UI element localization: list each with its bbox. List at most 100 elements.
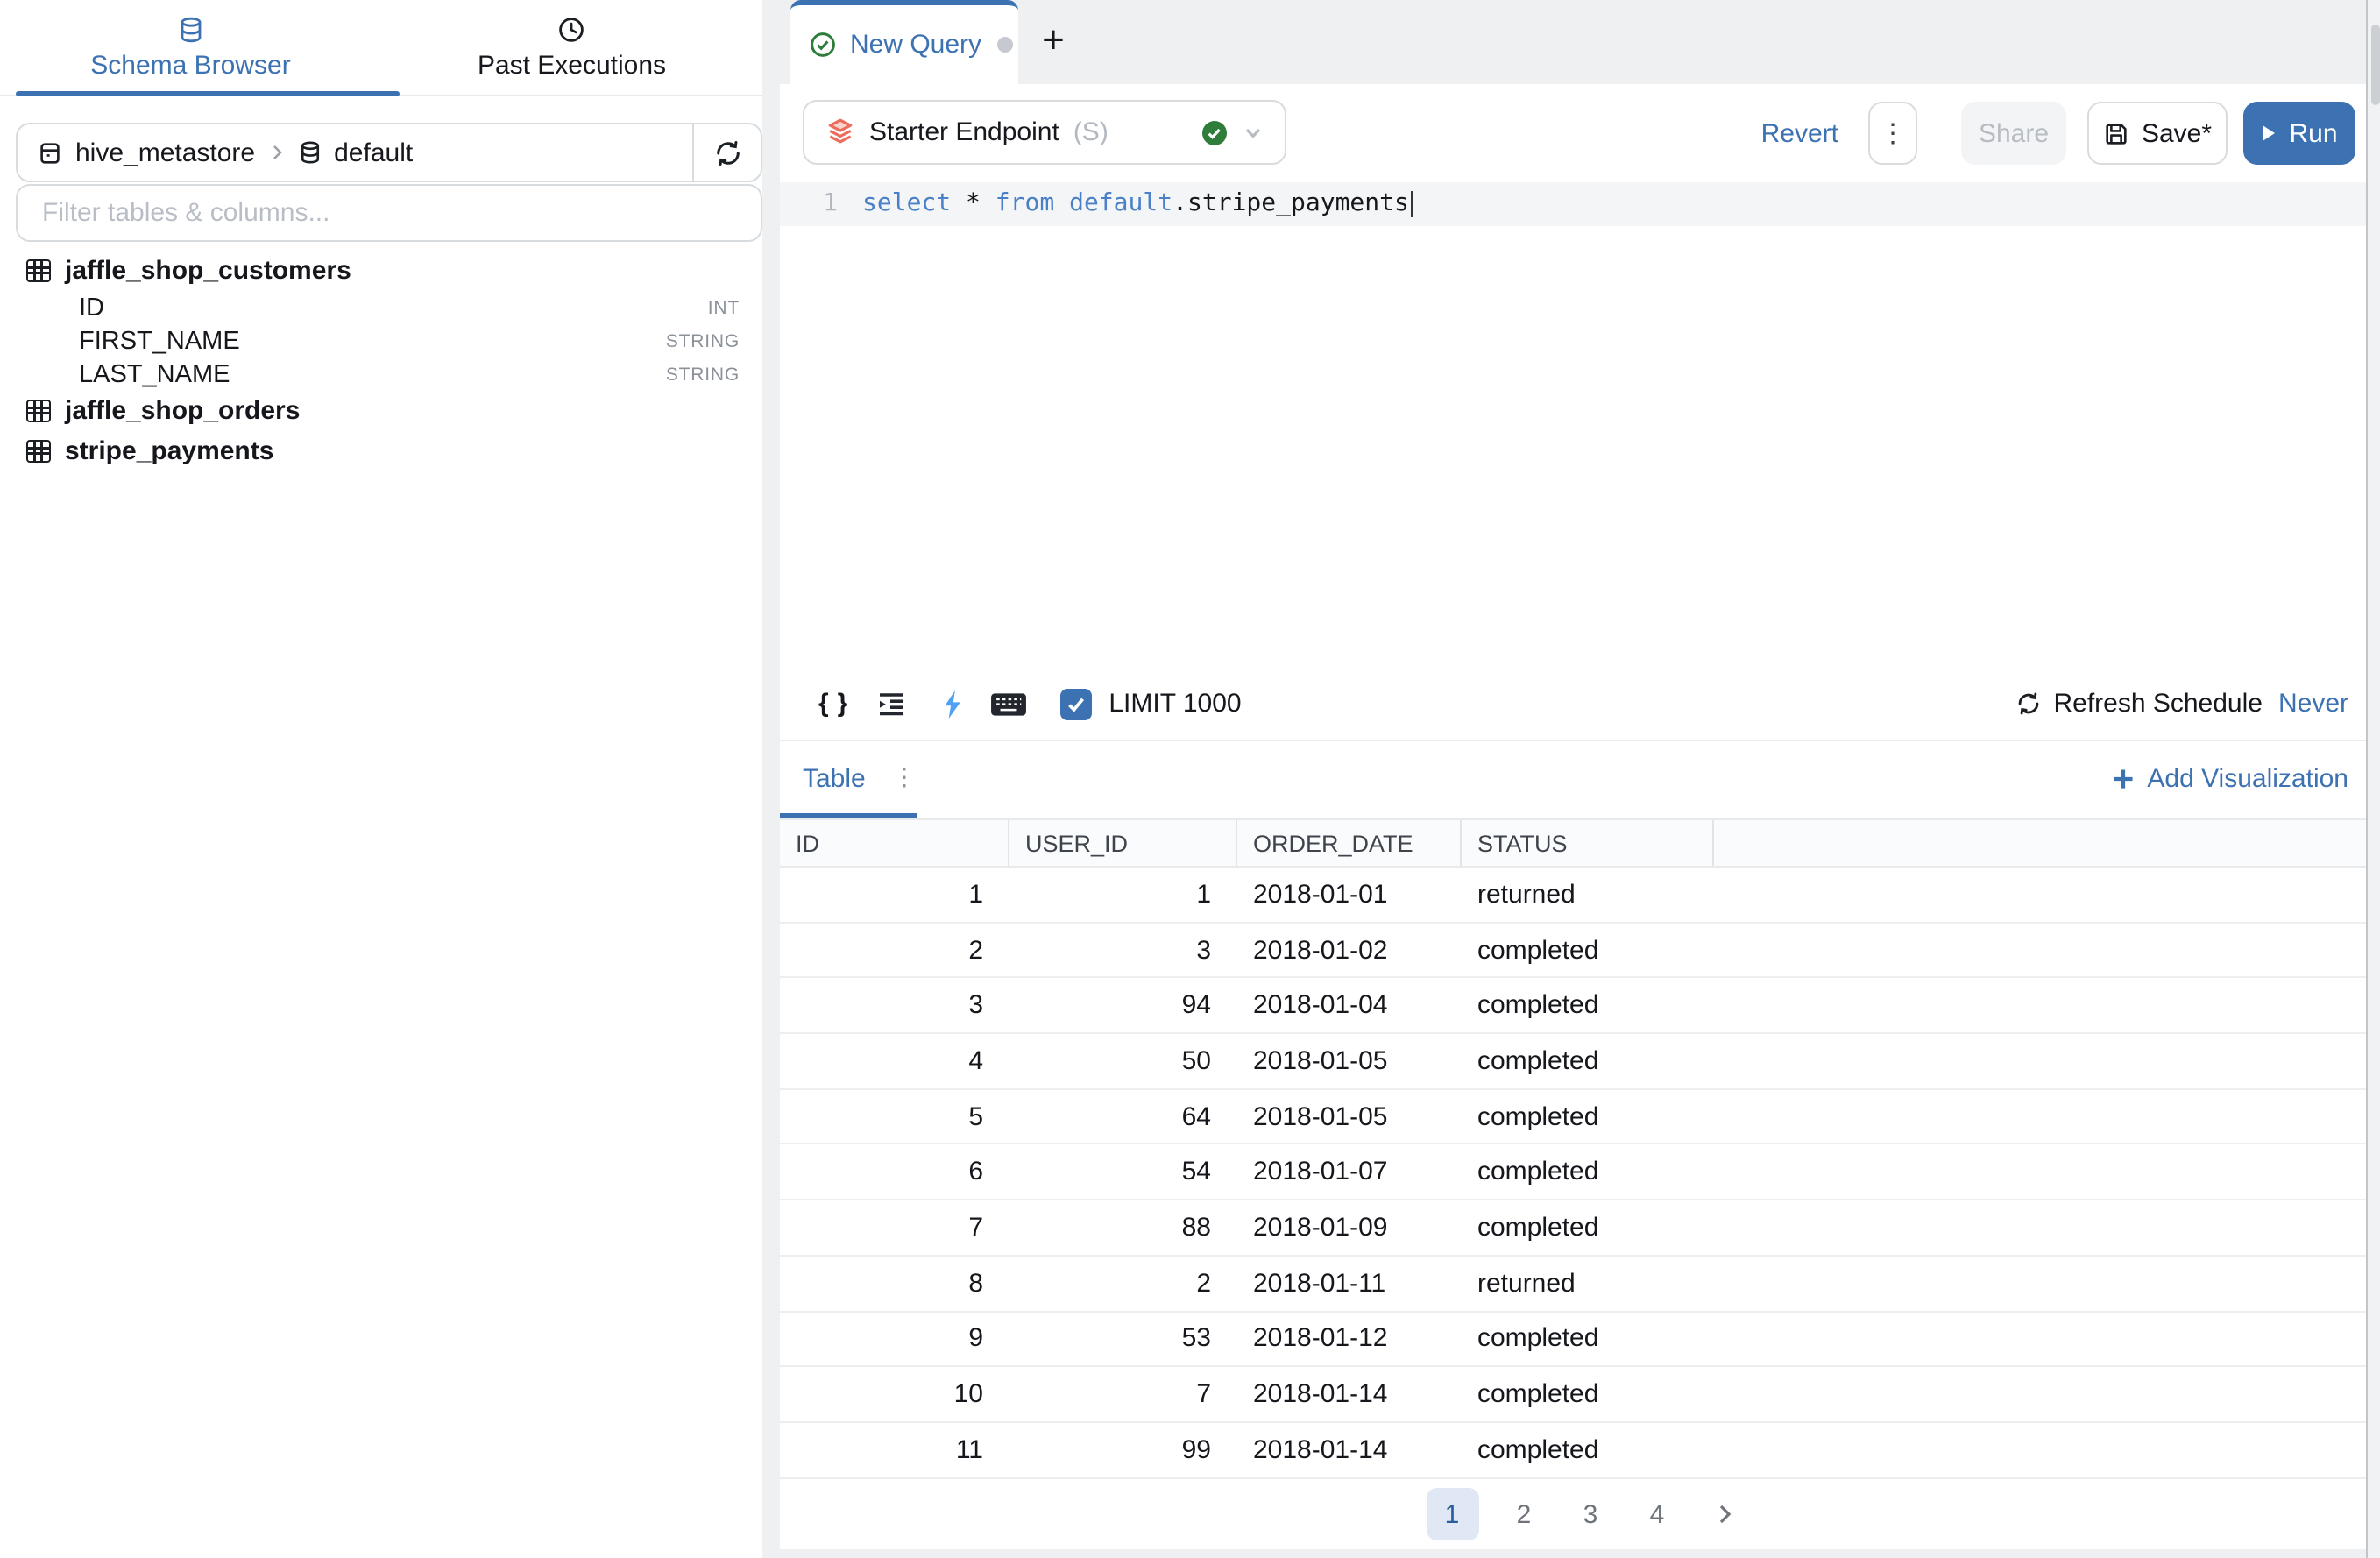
tab-table-visualization[interactable]: Table [803,764,866,794]
kebab-icon: ⋮ [1880,119,1906,149]
column-type: STRING [665,364,740,385]
schema-column-item[interactable]: ID INT [0,291,762,324]
sql-token: select [862,189,952,217]
query-tab-label: New Query [850,30,982,60]
query-tab-new-query[interactable]: New Query [790,0,1018,84]
table-grid-icon [26,400,51,422]
table-row: 1 1 2018-01-01 returned [780,868,2366,924]
tab-label: Past Executions [477,50,667,80]
table-cell: 9 [968,1323,983,1354]
floppy-icon [2103,120,2129,146]
schema-table-item[interactable]: jaffle_shop_customers [0,251,762,291]
table-row: 7 88 2018-01-09 completed [780,1200,2366,1257]
braces-icon[interactable]: { } [818,689,850,719]
refresh-icon [712,138,742,167]
save-button[interactable]: Save* [2087,102,2228,165]
catalog-icon [37,139,63,166]
table-cell-filler [1712,1145,2366,1199]
column-name: FIRST_NAME [79,327,240,355]
table-cell: 2018-01-09 [1253,1212,1388,1243]
table-row: 3 94 2018-01-04 completed [780,979,2366,1035]
run-button[interactable]: Run [2243,102,2355,165]
schema-filter-input[interactable] [39,196,740,230]
table-cell-filler [1712,923,2366,976]
table-cell: 94 [1181,990,1211,1021]
sql-token [951,189,966,217]
main-panel: New Query + Starter Endpoint (S) [780,0,2366,1558]
plus-icon [2112,768,2135,790]
table-cell: 2018-01-05 [1253,1101,1388,1132]
add-visualization-button[interactable]: Add Visualization [2112,764,2348,794]
schema-column-item[interactable]: LAST_NAME STRING [0,358,762,391]
column-header[interactable]: USER_ID [1008,820,1236,866]
sql-token: . [1172,189,1187,217]
chevron-down-icon [1243,122,1264,143]
check-circle-icon [810,32,836,58]
chevron-right-icon [1718,1505,1731,1524]
table-cell-filler [1712,1200,2366,1254]
breadcrumb-path[interactable]: hive_metastore default [18,138,692,167]
table-name: jaffle_shop_orders [65,396,301,426]
vertical-scrollbar[interactable] [2366,0,2380,1558]
table-cell: 7 [1196,1379,1211,1410]
page-button[interactable]: 1 [1426,1488,1478,1540]
database-icon [297,140,322,165]
page-button[interactable]: 4 [1649,1499,1665,1529]
keyboard-icon[interactable] [989,690,1026,718]
table-cell: 88 [1181,1212,1211,1243]
table-cell: 2018-01-07 [1253,1157,1388,1187]
table-cell: 1 [1196,879,1211,910]
page-button[interactable]: 2 [1516,1499,1532,1529]
column-header[interactable]: STATUS [1460,820,1712,866]
table-cell: 2 [968,935,983,966]
tab-schema-browser[interactable]: Schema Browser [0,0,381,95]
scrollbar-thumb[interactable] [2370,25,2379,105]
refresh-schema-button[interactable] [694,138,761,167]
sql-code: select * from default.stripe_payments [862,189,1409,217]
schema-column-item[interactable]: FIRST_NAME STRING [0,324,762,358]
add-tab-button[interactable]: + [1042,18,1065,61]
results-header-row: ID USER_ID ORDER_DATE STATUS [780,818,2366,868]
table-cell-filler [1712,1090,2366,1144]
page-button[interactable]: 3 [1583,1499,1598,1529]
indent-icon[interactable] [874,690,907,718]
sql-token: * [966,189,981,217]
table-cell: 10 [953,1379,983,1410]
column-header[interactable]: ID [796,830,819,856]
table-cell: 2018-01-12 [1253,1323,1388,1354]
table-cell: completed [1477,1157,1599,1187]
limit-checkbox[interactable] [1059,688,1092,719]
table-cell: completed [1477,1434,1599,1465]
table-cell: returned [1477,879,1576,910]
table-cell: 2018-01-01 [1253,879,1388,910]
table-cell: 53 [1181,1323,1211,1354]
share-button[interactable]: Share [1961,102,2066,165]
divider [692,124,694,181]
revert-button[interactable]: Revert [1760,118,1838,148]
query-tabbar: New Query + [780,0,2366,84]
next-page-button[interactable] [1703,1488,1745,1540]
endpoint-selector[interactable]: Starter Endpoint (S) [803,100,1286,165]
code-line: select * from default.stripe_payments [862,189,1413,217]
lightning-icon[interactable] [940,688,963,719]
sql-editor[interactable]: 1 select * from default.stripe_payments [780,181,2366,668]
schema-table-item[interactable]: jaffle_shop_orders [0,391,762,431]
limit-label[interactable]: LIMIT 1000 [1109,689,1242,719]
column-header[interactable]: ORDER_DATE [1236,820,1460,866]
more-actions-button[interactable]: ⋮ [1868,102,1917,165]
table-cell: 8 [968,1268,983,1299]
results-body: 1 1 2018-01-01 returned 2 3 2018-01-02 complete… [780,868,2366,1479]
kebab-icon[interactable]: ⋮ [892,762,917,790]
refresh-schedule-label: Refresh Schedule [2053,689,2263,719]
breadcrumb-catalog[interactable]: hive_metastore [75,138,256,167]
tab-past-executions[interactable]: Past Executions [381,0,762,95]
add-visualization-label: Add Visualization [2147,764,2348,794]
table-name: stripe_payments [65,436,274,466]
schema-table-item[interactable]: stripe_payments [0,431,762,471]
database-icon [177,15,205,43]
breadcrumb-schema[interactable]: default [334,138,414,167]
table-grid-icon [26,259,51,282]
column-name: ID [79,294,104,322]
refresh-schedule-value[interactable]: Never [2277,689,2348,719]
save-label: Save* [2141,118,2213,148]
